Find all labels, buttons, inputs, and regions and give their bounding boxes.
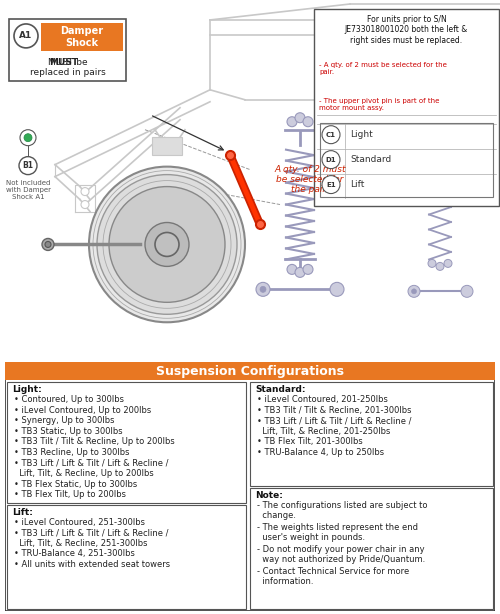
Circle shape (20, 130, 36, 146)
Text: • TB Flex Static, Up to 300lbs: • TB Flex Static, Up to 300lbs (14, 480, 137, 489)
Circle shape (24, 134, 32, 142)
Circle shape (89, 166, 245, 322)
Circle shape (428, 259, 436, 268)
Text: • iLevel Contoured, 201-250lbs: • iLevel Contoured, 201-250lbs (257, 395, 388, 405)
Text: Damper
Shock: Damper Shock (60, 26, 104, 48)
Circle shape (330, 282, 344, 297)
Circle shape (303, 117, 313, 126)
Text: • TB3 Static, Up to 300lbs: • TB3 Static, Up to 300lbs (14, 427, 122, 436)
Circle shape (436, 128, 444, 136)
Circle shape (45, 241, 51, 247)
Text: Light: Light (350, 130, 373, 139)
Text: • TB Flex Tilt, Up to 200lbs: • TB Flex Tilt, Up to 200lbs (14, 490, 126, 499)
Text: Standard: Standard (350, 155, 391, 164)
Circle shape (295, 268, 305, 278)
Text: A qty. of 2 must
be selected for
the pair.: A qty. of 2 must be selected for the pai… (274, 165, 346, 195)
Text: - A qty. of 2 must be selected for the
pair.: - A qty. of 2 must be selected for the p… (319, 62, 447, 75)
Text: Lift: Lift (350, 180, 364, 189)
Text: • TB3 Recline, Up to 300lbs: • TB3 Recline, Up to 300lbs (14, 448, 130, 457)
FancyBboxPatch shape (7, 383, 246, 503)
Text: • iLevel Contoured, Up to 200lbs: • iLevel Contoured, Up to 200lbs (14, 406, 151, 415)
Text: Suspension Configurations: Suspension Configurations (156, 365, 344, 378)
FancyBboxPatch shape (7, 505, 246, 609)
Text: • TB Flex Tilt, 201-300lbs: • TB Flex Tilt, 201-300lbs (257, 437, 363, 446)
Text: Standard:: Standard: (255, 386, 306, 394)
Text: MUST be
replaced in pairs: MUST be replaced in pairs (30, 58, 106, 77)
Circle shape (436, 262, 444, 270)
Circle shape (145, 222, 189, 266)
Circle shape (322, 126, 340, 144)
FancyBboxPatch shape (41, 23, 123, 51)
Circle shape (287, 265, 297, 274)
Circle shape (109, 187, 225, 302)
Circle shape (14, 24, 38, 48)
FancyBboxPatch shape (250, 383, 493, 486)
Circle shape (412, 289, 416, 294)
Text: • Contoured, Up to 300lbs: • Contoured, Up to 300lbs (14, 395, 124, 405)
Text: Light:: Light: (12, 386, 42, 394)
Text: • TB3 Lift / Lift & Tilt / Lift & Recline /
  Lift, Tilt, & Recline, Up to 200lb: • TB3 Lift / Lift & Tilt / Lift & Reclin… (14, 459, 168, 478)
Text: Not included
with Damper
Shock A1: Not included with Damper Shock A1 (6, 179, 51, 200)
FancyBboxPatch shape (5, 362, 495, 611)
Text: • TB3 Lift / Lift & Tilt / Lift & Recline /
  Lift, Tilt, & Recline, 201-250lbs: • TB3 Lift / Lift & Tilt / Lift & Reclin… (257, 416, 412, 436)
Text: • TB3 Lift / Lift & Tilt / Lift & Recline /
  Lift, Tilt, & Recline, 251-300lbs: • TB3 Lift / Lift & Tilt / Lift & Reclin… (14, 528, 168, 548)
Text: C1: C1 (326, 131, 336, 138)
Circle shape (256, 282, 270, 297)
Text: • All units with extended seat towers: • All units with extended seat towers (14, 560, 170, 569)
Text: - The configurations listed are subject to
  change.: - The configurations listed are subject … (257, 500, 428, 520)
Circle shape (461, 286, 473, 297)
Circle shape (260, 286, 266, 292)
Text: MUST: MUST (50, 58, 78, 67)
Text: • TB3 Tilt / Tilt & Recline, Up to 200lbs: • TB3 Tilt / Tilt & Recline, Up to 200lb… (14, 437, 175, 446)
Text: • TRU-Balance 4, 251-300lbs: • TRU-Balance 4, 251-300lbs (14, 550, 135, 558)
Circle shape (444, 259, 452, 268)
Text: A1: A1 (20, 31, 32, 41)
Circle shape (155, 233, 179, 257)
FancyBboxPatch shape (152, 137, 182, 155)
Text: For units prior to S/N
JE733018001020 both the left &
right sides must be replac: For units prior to S/N JE733018001020 bo… (345, 15, 468, 45)
Circle shape (444, 131, 452, 139)
Text: B1: B1 (22, 161, 34, 170)
Text: • Synergy, Up to 300lbs: • Synergy, Up to 300lbs (14, 416, 114, 426)
Circle shape (81, 188, 89, 195)
Text: - The weights listed represent the end
  user's weight in pounds.: - The weights listed represent the end u… (257, 523, 418, 542)
Circle shape (287, 117, 297, 126)
Circle shape (322, 176, 340, 193)
Text: D1: D1 (326, 157, 336, 163)
Text: - The upper pivot pin is part of the
motor mount assy.: - The upper pivot pin is part of the mot… (319, 98, 440, 111)
Circle shape (81, 201, 89, 209)
Text: Note:: Note: (255, 491, 283, 500)
FancyBboxPatch shape (250, 488, 493, 609)
Text: • iLevel Contoured, 251-300lbs: • iLevel Contoured, 251-300lbs (14, 518, 145, 527)
Circle shape (303, 265, 313, 274)
Circle shape (428, 131, 436, 139)
Text: - Contact Technical Service for more
  information.: - Contact Technical Service for more inf… (257, 567, 409, 586)
Circle shape (322, 150, 340, 169)
Circle shape (42, 238, 54, 251)
Text: • TB3 Tilt / Tilt & Recline, 201-300lbs: • TB3 Tilt / Tilt & Recline, 201-300lbs (257, 406, 412, 415)
Text: Lift:: Lift: (12, 508, 33, 516)
Circle shape (97, 174, 237, 314)
FancyBboxPatch shape (314, 9, 499, 206)
Text: - Do not modify your power chair in any
  way not authorized by Pride/Quantum.: - Do not modify your power chair in any … (257, 545, 425, 564)
FancyBboxPatch shape (9, 19, 126, 81)
Circle shape (408, 286, 420, 297)
Circle shape (19, 157, 37, 174)
Text: • TRU-Balance 4, Up to 250lbs: • TRU-Balance 4, Up to 250lbs (257, 448, 384, 457)
Text: E1: E1 (326, 182, 336, 188)
Circle shape (295, 113, 305, 123)
FancyBboxPatch shape (5, 362, 495, 380)
